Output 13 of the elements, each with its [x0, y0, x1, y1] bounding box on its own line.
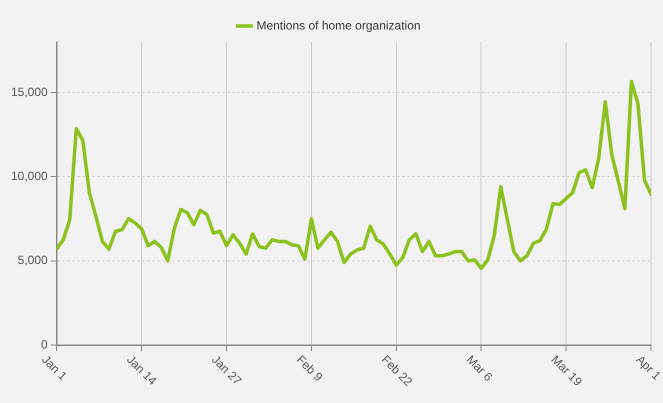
y-tick-label: 5,000 [18, 253, 48, 268]
x-tick-label: Jan 27 [208, 352, 245, 388]
x-tick-label: Feb 9 [294, 352, 326, 384]
y-tick-label: 10,000 [11, 168, 48, 183]
x-tick-label: Mar 19 [548, 352, 586, 390]
x-tick-label: Feb 22 [378, 352, 416, 390]
x-tick-label: Jan 1 [39, 352, 70, 384]
x-tick-label: Apr 1 [633, 352, 663, 383]
y-tick-label: 15,000 [11, 84, 48, 99]
x-tick-label: Jan 14 [124, 352, 160, 388]
x-tick-label: Mar 6 [464, 352, 496, 384]
y-tick-label: 0 [41, 337, 48, 352]
legend-label: Mentions of home organization [256, 18, 421, 32]
